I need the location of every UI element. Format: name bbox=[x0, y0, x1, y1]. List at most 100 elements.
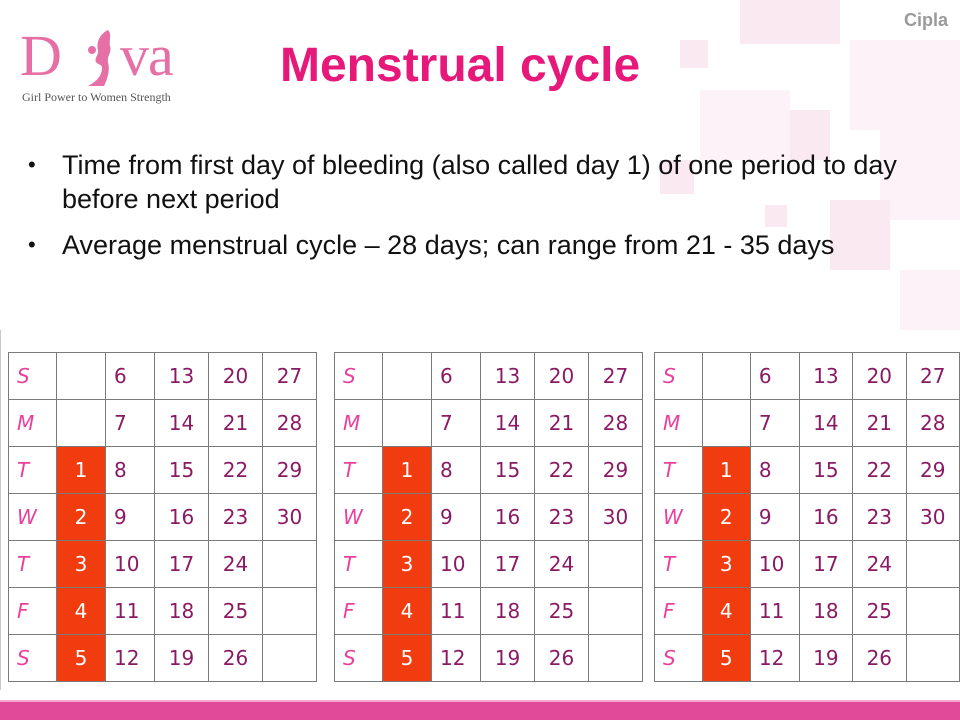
date-cell: 29 bbox=[262, 446, 317, 494]
date-cell: 20 bbox=[852, 352, 907, 400]
weekday-cell: S bbox=[334, 352, 383, 400]
period-day-cell: 4 bbox=[382, 587, 432, 635]
date-cell: 18 bbox=[480, 587, 535, 635]
calendar-table-1: S 6 13 20 27 M 7 14 21 28 T 1 8 15 22 29 W 2 9 16 23 30 T 3 10 17… bbox=[8, 352, 317, 682]
date-cell: 21 bbox=[534, 399, 589, 447]
calendar-row: S 5 12 19 26 bbox=[334, 634, 643, 682]
date-cell: 19 bbox=[154, 634, 209, 682]
date-cell bbox=[701, 352, 751, 400]
date-cell bbox=[56, 352, 106, 400]
date-cell: 6 bbox=[105, 352, 155, 400]
date-cell: 12 bbox=[749, 634, 800, 682]
calendar-row: T 1 8 15 22 29 bbox=[8, 446, 317, 494]
date-cell: 16 bbox=[480, 493, 535, 541]
logo-letters-va: va bbox=[120, 23, 174, 88]
calendar-table-3: S 6 13 20 27 M 7 14 21 28 T 1 8 15 22 29 W 2 9 16 23 30 T 3 10 17… bbox=[654, 352, 960, 682]
weekday-cell: W bbox=[654, 493, 703, 541]
bullet-text: Average menstrual cycle – 28 days; can r… bbox=[62, 230, 835, 260]
calendar-row: W 2 9 16 23 30 bbox=[334, 493, 643, 541]
date-cell: 14 bbox=[798, 399, 854, 447]
logo-tagline: Girl Power to Women Strength bbox=[22, 90, 171, 104]
weekday-cell: T bbox=[654, 540, 703, 588]
left-border-line bbox=[0, 330, 1, 690]
date-cell bbox=[262, 540, 317, 588]
date-cell: 9 bbox=[431, 493, 481, 541]
calendar-row: T 3 10 17 24 bbox=[8, 540, 317, 588]
date-cell: 9 bbox=[105, 493, 155, 541]
calendar-row: T 1 8 15 22 29 bbox=[334, 446, 643, 494]
date-cell: 8 bbox=[105, 446, 155, 494]
date-cell: 21 bbox=[852, 399, 907, 447]
weekday-cell: T bbox=[8, 446, 57, 494]
date-cell: 29 bbox=[905, 446, 960, 494]
date-cell: 11 bbox=[105, 587, 155, 635]
date-cell: 17 bbox=[154, 540, 209, 588]
decor-square bbox=[880, 130, 960, 220]
footer-bar bbox=[0, 702, 960, 720]
date-cell: 24 bbox=[208, 540, 263, 588]
date-cell: 24 bbox=[852, 540, 907, 588]
date-cell bbox=[905, 587, 960, 635]
date-cell: 6 bbox=[431, 352, 481, 400]
date-cell: 30 bbox=[262, 493, 317, 541]
date-cell: 26 bbox=[208, 634, 263, 682]
weekday-cell: M bbox=[334, 399, 383, 447]
weekday-cell: F bbox=[8, 587, 57, 635]
date-cell: 20 bbox=[208, 352, 263, 400]
date-cell: 22 bbox=[208, 446, 263, 494]
period-day-cell: 4 bbox=[701, 587, 751, 635]
date-cell: 13 bbox=[798, 352, 854, 400]
calendar-row: T 3 10 17 24 bbox=[654, 540, 960, 588]
calendar-row: T 1 8 15 22 29 bbox=[654, 446, 960, 494]
date-cell: 29 bbox=[588, 446, 643, 494]
date-cell bbox=[588, 634, 643, 682]
date-cell: 15 bbox=[154, 446, 209, 494]
date-cell: 30 bbox=[905, 493, 960, 541]
date-cell: 7 bbox=[431, 399, 481, 447]
date-cell: 14 bbox=[154, 399, 209, 447]
date-cell: 16 bbox=[154, 493, 209, 541]
calendar-row: S 6 13 20 27 bbox=[334, 352, 643, 400]
date-cell: 23 bbox=[534, 493, 589, 541]
calendar-row: F 4 11 18 25 bbox=[654, 587, 960, 635]
decor-square bbox=[850, 40, 960, 130]
date-cell: 27 bbox=[262, 352, 317, 400]
brand-label: Cipla bbox=[903, 10, 948, 30]
period-day-cell: 5 bbox=[382, 634, 432, 682]
date-cell: 25 bbox=[852, 587, 907, 635]
date-cell: 25 bbox=[534, 587, 589, 635]
weekday-cell: F bbox=[654, 587, 703, 635]
date-cell bbox=[262, 587, 317, 635]
date-cell: 7 bbox=[749, 399, 800, 447]
weekday-cell: T bbox=[334, 540, 383, 588]
bullet-item: • Time from first day of bleeding (also c… bbox=[24, 148, 924, 216]
date-cell: 18 bbox=[154, 587, 209, 635]
period-day-cell: 1 bbox=[56, 446, 106, 494]
decor-square bbox=[700, 90, 790, 160]
date-cell: 8 bbox=[749, 446, 800, 494]
weekday-cell: M bbox=[654, 399, 703, 447]
bullet-item: • Average menstrual cycle – 28 days; can … bbox=[24, 228, 924, 262]
date-cell: 13 bbox=[480, 352, 535, 400]
decor-square bbox=[680, 40, 708, 68]
date-cell: 15 bbox=[798, 446, 854, 494]
period-day-cell: 2 bbox=[382, 493, 432, 541]
period-day-cell: 5 bbox=[56, 634, 106, 682]
calendar-table-2: S 6 13 20 27 M 7 14 21 28 T 1 8 15 22 29 W 2 9 16 23 30 T 3 10 17… bbox=[334, 352, 643, 682]
period-day-cell: 3 bbox=[382, 540, 432, 588]
date-cell bbox=[262, 634, 317, 682]
date-cell: 23 bbox=[852, 493, 907, 541]
weekday-cell: S bbox=[654, 352, 703, 400]
calendar-row: W 2 9 16 23 30 bbox=[654, 493, 960, 541]
logo-letter-d: D bbox=[20, 23, 62, 88]
date-cell: 14 bbox=[480, 399, 535, 447]
calendar-row: F 4 11 18 25 bbox=[8, 587, 317, 635]
weekday-cell: W bbox=[334, 493, 383, 541]
date-cell: 11 bbox=[749, 587, 800, 635]
bullet-dot-icon: • bbox=[28, 232, 36, 257]
date-cell: 30 bbox=[588, 493, 643, 541]
date-cell bbox=[905, 540, 960, 588]
weekday-cell: S bbox=[654, 634, 703, 682]
date-cell bbox=[701, 399, 751, 447]
date-cell: 10 bbox=[105, 540, 155, 588]
